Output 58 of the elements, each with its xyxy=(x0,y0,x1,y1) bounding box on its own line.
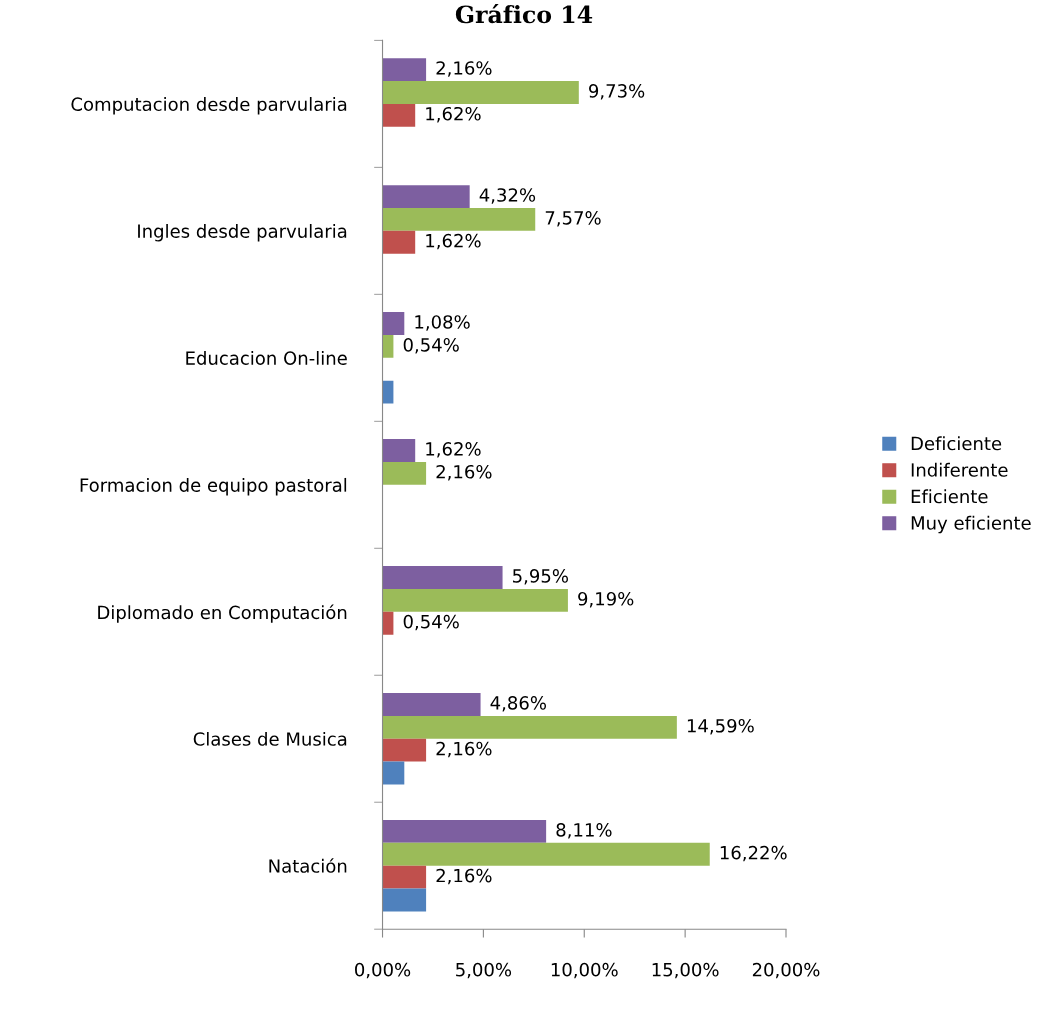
bar xyxy=(382,103,416,127)
x-tick-label: 20,00% xyxy=(752,962,820,979)
legend-label: Indiferente xyxy=(911,462,1008,477)
y-tick-label: Formacion de equipo pastoral xyxy=(80,477,347,496)
data-label: 4,86% xyxy=(490,696,547,712)
x-tick-label: 15,00% xyxy=(652,962,719,979)
data-label: 0,54% xyxy=(403,337,459,354)
bar xyxy=(382,715,677,739)
bar xyxy=(382,439,416,462)
bar xyxy=(382,738,427,762)
data-label: 0,54% xyxy=(403,614,459,631)
data-label: 1,62% xyxy=(426,233,481,250)
data-label: 2,16% xyxy=(436,61,492,77)
legend-label: Deficiente xyxy=(911,436,1002,451)
data-label: 2,16% xyxy=(436,868,492,885)
bar xyxy=(382,566,503,589)
bar xyxy=(382,208,536,231)
data-label: 2,16% xyxy=(436,741,492,758)
bar xyxy=(382,380,394,404)
data-label: 1,08% xyxy=(415,315,470,331)
x-tick-label: 5,00% xyxy=(456,962,512,979)
data-label: 9,73% xyxy=(589,84,645,100)
legend-label: Muy eficiente xyxy=(911,515,1031,534)
bar xyxy=(382,81,579,104)
bar xyxy=(382,865,427,889)
bar xyxy=(382,842,710,866)
bar xyxy=(382,58,427,82)
y-tick-label: Diplomado en Computación xyxy=(98,604,347,623)
x-tick-label: 0,00% xyxy=(355,962,411,979)
bar xyxy=(382,761,405,785)
bar xyxy=(382,693,481,716)
bar xyxy=(382,230,416,254)
y-tick-label: Educacion On-line xyxy=(186,350,347,365)
x-tick-label: 10,00% xyxy=(551,962,618,979)
y-tick-label: Ingles desde parvularia xyxy=(138,224,347,242)
data-label: 5,95% xyxy=(513,569,568,585)
data-label: 16,22% xyxy=(720,845,787,862)
bar xyxy=(382,461,427,485)
y-tick-label: Computacion desde parvularia xyxy=(71,97,347,115)
bar xyxy=(382,312,405,335)
data-label: 1,62% xyxy=(426,442,481,458)
y-tick-label: Clases de Musica xyxy=(193,731,347,746)
bar xyxy=(382,588,568,612)
bar xyxy=(382,888,427,912)
bar xyxy=(382,820,547,843)
data-label: 1,62% xyxy=(426,106,481,123)
bar xyxy=(382,185,470,208)
data-label: 7,57% xyxy=(545,211,601,227)
bar xyxy=(382,334,394,358)
data-label: 8,11% xyxy=(556,823,612,839)
data-label: 4,32% xyxy=(479,188,536,204)
bar xyxy=(382,611,394,635)
chart-title: Gráfico 14 xyxy=(455,4,593,24)
data-label: 9,19% xyxy=(578,591,634,608)
data-label: 14,59% xyxy=(687,718,754,735)
data-label: 2,16% xyxy=(436,464,492,481)
legend-label: Eficiente xyxy=(911,489,988,504)
y-tick-label: Natación xyxy=(269,858,347,873)
